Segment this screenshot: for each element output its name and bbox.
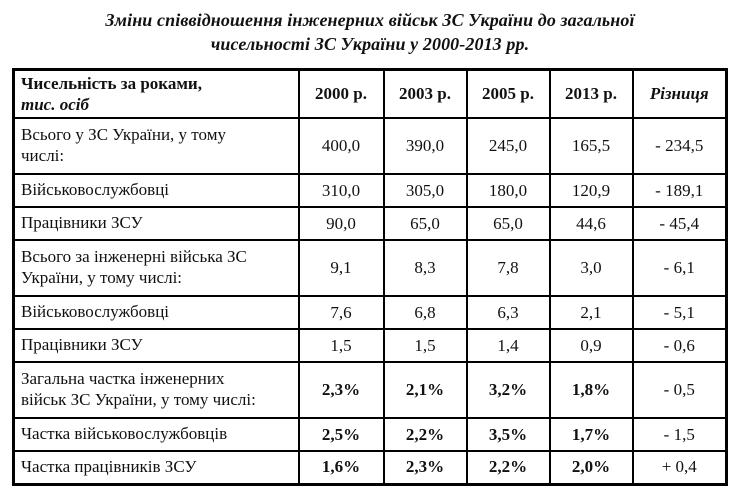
table-row: Загальна частка інженерних військ ЗС Укр… <box>12 361 728 420</box>
value-cell: 1,6% <box>297 450 385 486</box>
diff-cell: - 6,1 <box>631 239 728 298</box>
document-title-line2: чисельності ЗС України у 2000-2013 рр. <box>210 34 530 55</box>
value-cell: 305,0 <box>382 173 468 209</box>
diff-cell: - 0,6 <box>631 328 728 364</box>
value-cell: 7,8 <box>465 239 551 298</box>
value-cell: 1,8% <box>548 361 634 420</box>
table-row: Працівники ЗСУ 1,5 1,5 1,4 0,9 - 0,6 <box>12 328 728 364</box>
value-cell: 65,0 <box>465 206 551 242</box>
table-row: Всього у ЗС України, у тому числі: 400,0… <box>12 117 728 176</box>
value-cell: 2,2% <box>465 450 551 486</box>
row-label-cell: Загальна частка інженерних військ ЗС Укр… <box>12 361 300 420</box>
row-label-cell: Всього за інженерні війська ЗС України, … <box>12 239 300 298</box>
value-cell: 6,8 <box>382 295 468 331</box>
value-cell: 310,0 <box>297 173 385 209</box>
value-cell: 1,5 <box>297 328 385 364</box>
header-cell-year-2005: 2005 р. <box>465 68 551 120</box>
document-page: Зміни співвідношення інженерних військ З… <box>0 8 740 488</box>
header-cell-year-2000: 2000 р. <box>297 68 385 120</box>
diff-cell: - 1,5 <box>631 417 728 453</box>
value-cell: 165,5 <box>548 117 634 176</box>
value-cell: 400,0 <box>297 117 385 176</box>
value-cell: 2,5% <box>297 417 385 453</box>
table-row: Військовослужбовці 310,0 305,0 180,0 120… <box>12 173 728 209</box>
value-cell: 2,2% <box>382 417 468 453</box>
document-title-line1: Зміни співвідношення інженерних військ З… <box>105 10 635 30</box>
value-cell: 6,3 <box>465 295 551 331</box>
value-cell: 2,0% <box>548 450 634 486</box>
diff-cell: - 5,1 <box>631 295 728 331</box>
header-cell-year-2013: 2013 р. <box>548 68 634 120</box>
value-cell: 1,4 <box>465 328 551 364</box>
header-cell-year-2003: 2003 р. <box>382 68 468 120</box>
value-cell: 0,9 <box>548 328 634 364</box>
value-cell: 1,7% <box>548 417 634 453</box>
diff-cell: - 0,5 <box>631 361 728 420</box>
row-label-cell: Працівники ЗСУ <box>12 328 300 364</box>
row-label-cell: Військовослужбовці <box>12 295 300 331</box>
value-cell: 2,1% <box>382 361 468 420</box>
value-cell: 3,2% <box>465 361 551 420</box>
table-row: Військовослужбовці 7,6 6,8 6,3 2,1 - 5,1 <box>12 295 728 331</box>
row-label-cell: Всього у ЗС України, у тому числі: <box>12 117 300 176</box>
table-row: Частка військовослужбовців 2,5% 2,2% 3,5… <box>12 417 728 453</box>
diff-cell: - 45,4 <box>631 206 728 242</box>
diff-cell: - 234,5 <box>631 117 728 176</box>
row-label-cell: Військовослужбовці <box>12 173 300 209</box>
diff-cell: - 189,1 <box>631 173 728 209</box>
document-title: Зміни співвідношення інженерних військ З… <box>20 8 720 57</box>
value-cell: 120,9 <box>548 173 634 209</box>
value-cell: 180,0 <box>465 173 551 209</box>
table-header-row: Чисельність за роками, тис. осіб 2000 р.… <box>12 68 728 120</box>
value-cell: 8,3 <box>382 239 468 298</box>
table-row: Частка працівників ЗСУ 1,6% 2,3% 2,2% 2,… <box>12 450 728 486</box>
header-category-line2: тис. осіб <box>21 94 89 114</box>
row-label-cell: Працівники ЗСУ <box>12 206 300 242</box>
value-cell: 390,0 <box>382 117 468 176</box>
table-row: Всього за інженерні війська ЗС України, … <box>12 239 728 298</box>
value-cell: 2,3% <box>382 450 468 486</box>
value-cell: 2,3% <box>297 361 385 420</box>
header-category-line1: Чисельність за роками, <box>21 73 202 93</box>
value-cell: 2,1 <box>548 295 634 331</box>
value-cell: 3,0 <box>548 239 634 298</box>
value-cell: 3,5% <box>465 417 551 453</box>
value-cell: 44,6 <box>548 206 634 242</box>
value-cell: 7,6 <box>297 295 385 331</box>
value-cell: 90,0 <box>297 206 385 242</box>
personnel-ratio-table: Чисельність за роками, тис. осіб 2000 р.… <box>12 67 728 486</box>
row-label-cell: Частка працівників ЗСУ <box>12 450 300 486</box>
header-cell-difference: Різниця <box>631 68 728 120</box>
value-cell: 65,0 <box>382 206 468 242</box>
table-row: Працівники ЗСУ 90,0 65,0 65,0 44,6 - 45,… <box>12 206 728 242</box>
value-cell: 9,1 <box>297 239 385 298</box>
header-cell-category: Чисельність за роками, тис. осіб <box>12 68 300 120</box>
row-label-cell: Частка військовослужбовців <box>12 417 300 453</box>
value-cell: 245,0 <box>465 117 551 176</box>
diff-cell: + 0,4 <box>631 450 728 486</box>
value-cell: 1,5 <box>382 328 468 364</box>
